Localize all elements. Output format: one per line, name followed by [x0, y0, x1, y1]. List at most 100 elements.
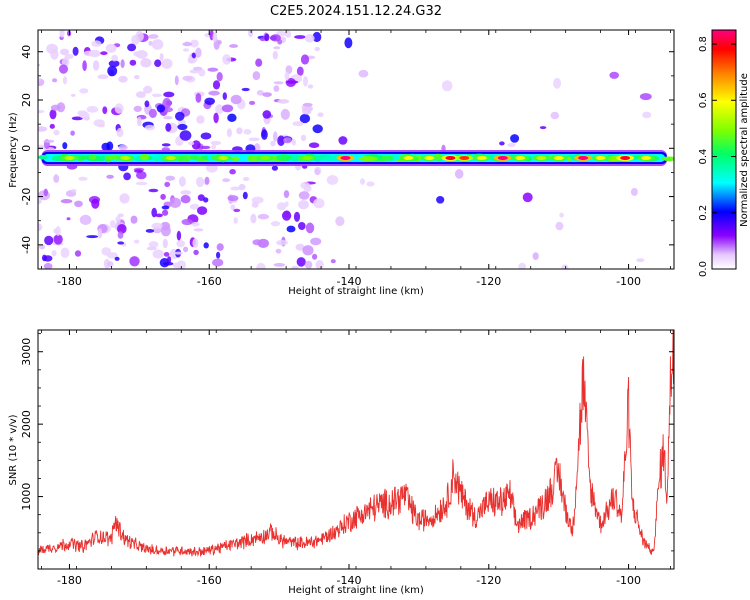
noise-blob — [151, 39, 164, 50]
noise-blob — [97, 74, 109, 80]
noise-blob — [133, 239, 140, 244]
snr-series-line — [38, 330, 674, 557]
noise-blob — [273, 46, 281, 50]
noise-blob — [118, 144, 128, 151]
noise-blob — [198, 68, 206, 77]
y-tick-label: 0 — [20, 145, 33, 152]
noise-blob — [174, 75, 179, 86]
noise-blob — [358, 69, 369, 78]
noise-blob — [91, 40, 102, 47]
noise-blob — [187, 57, 195, 64]
noise-blob — [216, 243, 224, 251]
noise-blob — [189, 69, 200, 74]
noise-blob — [176, 240, 185, 248]
band-segment — [661, 156, 674, 162]
noise-blob — [38, 126, 48, 132]
spectrogram-x-ticks: -180 -160 -140 -120 -100 — [41, 30, 671, 288]
noise-blob — [230, 186, 241, 191]
noise-blob — [192, 238, 199, 248]
noise-blob — [330, 259, 336, 264]
noise-blob — [43, 139, 55, 143]
noise-blob — [454, 169, 464, 179]
noise-blob — [436, 196, 445, 204]
band-segment — [384, 155, 394, 161]
noise-blob — [62, 142, 68, 150]
noise-blob — [441, 80, 453, 92]
noise-blob — [212, 258, 224, 267]
x-tick-label: -120 — [476, 275, 501, 288]
chart-title: C2E5.2024.151.12.24.G32 — [270, 4, 442, 19]
noise-blob — [200, 132, 212, 140]
band-segment — [153, 154, 166, 162]
noise-blob — [366, 181, 375, 187]
noise-blob — [338, 136, 348, 145]
noise-blob — [277, 99, 290, 104]
band-peak — [515, 155, 526, 160]
noise-blob — [30, 257, 35, 264]
noise-blob — [236, 127, 243, 135]
band-segment — [321, 156, 339, 161]
noise-blob — [144, 124, 155, 131]
noise-blob — [180, 190, 192, 195]
noise-blob — [276, 239, 288, 246]
noise-blob — [314, 46, 321, 52]
y-tick-label: -40 — [20, 236, 33, 254]
noise-blob — [71, 189, 77, 193]
noise-blob — [52, 78, 58, 83]
noise-blob — [282, 210, 292, 221]
band-peak — [64, 155, 75, 160]
noise-blob — [41, 254, 47, 262]
band-peak — [403, 155, 414, 160]
noise-blob — [117, 213, 124, 218]
noise-blob — [344, 37, 353, 49]
noise-blob — [300, 134, 307, 142]
noise-blob — [299, 113, 311, 124]
noise-blob — [227, 113, 237, 123]
spectrogram-x-axis-label: Height of straight line (km) — [288, 286, 424, 297]
noise-blob — [182, 75, 193, 81]
noise-blob — [135, 181, 148, 186]
noise-blob — [176, 230, 182, 241]
noise-blob — [79, 88, 89, 94]
noise-blob — [163, 116, 173, 120]
noise-blob — [162, 97, 172, 109]
noise-blob — [152, 249, 164, 259]
x-tick-label: -160 — [197, 574, 222, 587]
noise-blob — [256, 262, 266, 269]
colorbar: 0.0 0.2 0.4 0.6 0.8 Normalized spectral ampl… — [698, 29, 750, 277]
noise-blob — [70, 130, 75, 136]
band-segment — [290, 154, 300, 162]
noise-blob — [312, 31, 322, 43]
noise-blob — [133, 105, 142, 112]
noise-blob — [50, 104, 61, 111]
spectrogram-panel: -180 -160 -140 -120 -100 -40 -20 0 20 40 Height … — [8, 29, 675, 297]
noise-blob — [251, 196, 264, 204]
noise-blob — [286, 80, 299, 84]
noise-blob — [262, 92, 272, 97]
band-segment — [358, 156, 378, 162]
noise-blob — [191, 140, 201, 150]
noise-blob — [302, 245, 314, 256]
noise-blob — [177, 119, 186, 126]
noise-blob — [151, 222, 163, 229]
noise-blob — [242, 191, 248, 200]
noise-blob — [550, 111, 560, 120]
noise-blob — [82, 60, 87, 72]
band-peak — [445, 155, 456, 160]
noise-blob — [642, 111, 652, 119]
noise-blob — [188, 141, 195, 146]
noise-blob — [211, 144, 217, 150]
noise-blob — [222, 92, 227, 100]
noise-blob — [92, 60, 100, 71]
band-peak — [578, 155, 589, 160]
snr-y-axis-label: SNR (10 * v/v) — [8, 414, 19, 485]
y-tick-label: 40 — [20, 45, 33, 59]
noise-blob — [277, 135, 285, 146]
band-peak — [459, 155, 470, 160]
band-peak — [260, 155, 271, 160]
noise-blob — [196, 176, 205, 188]
noise-blob — [175, 111, 185, 121]
noise-blob — [34, 66, 38, 75]
noise-blob — [293, 211, 301, 222]
colorbar-ticks: 0.0 0.2 0.4 0.6 0.8 — [698, 36, 736, 277]
